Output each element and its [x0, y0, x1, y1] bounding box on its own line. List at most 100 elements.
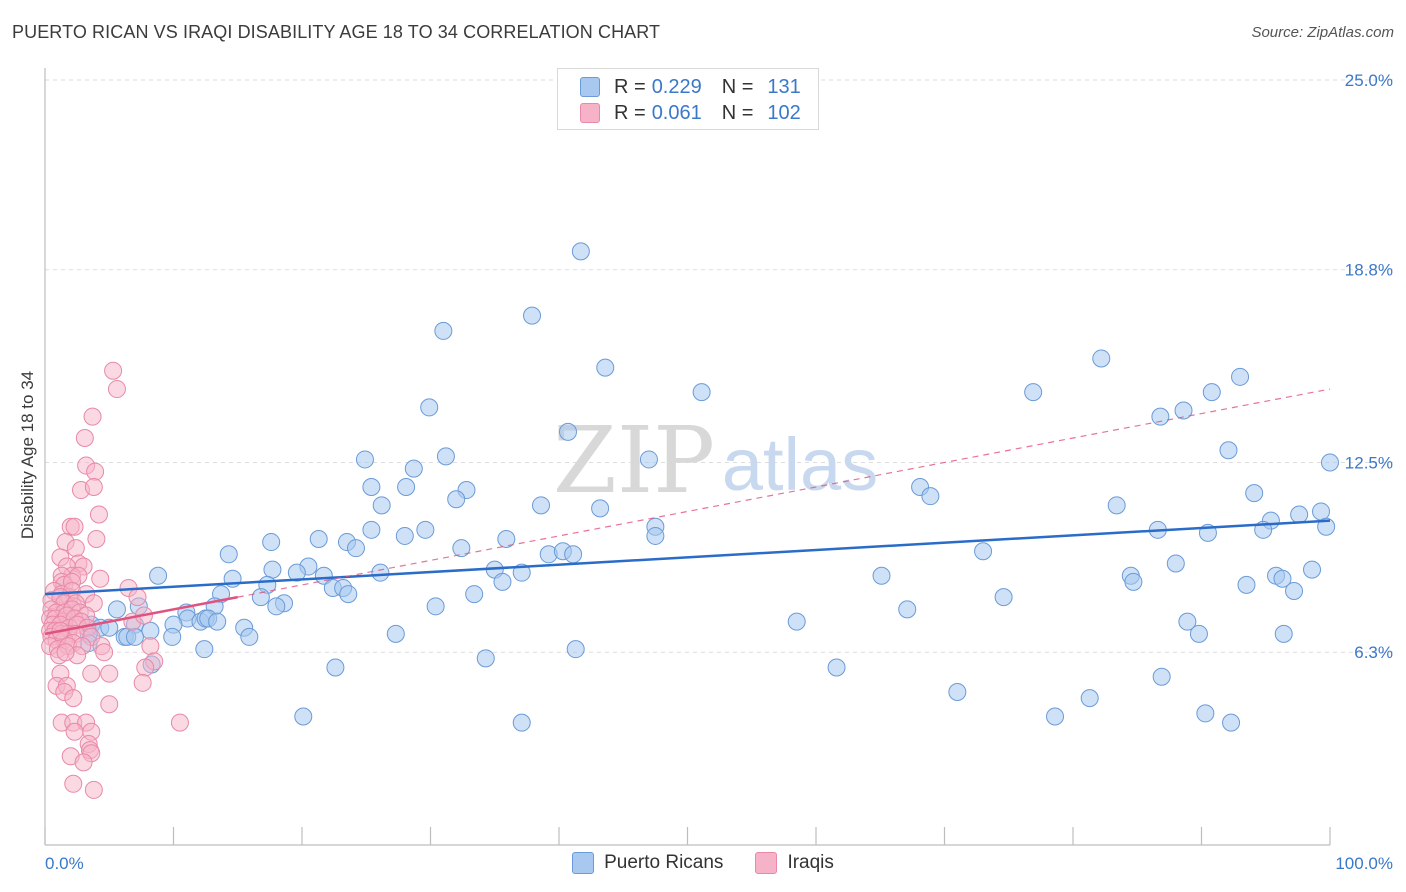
data-point-puerto-rican: [476, 649, 495, 668]
data-point-puerto-rican: [1092, 349, 1111, 368]
data-point-puerto-rican: [397, 477, 416, 496]
data-point-iraqi: [107, 380, 126, 399]
data-point-puerto-rican: [426, 597, 445, 616]
data-point-puerto-rican: [386, 624, 405, 643]
data-point-puerto-rican: [1080, 689, 1099, 708]
data-point-puerto-rican: [251, 588, 270, 607]
bottom-legend: Puerto Ricans Iraqis: [0, 852, 1406, 874]
data-point-puerto-rican: [497, 530, 516, 548]
data-point-puerto-rican: [566, 640, 585, 659]
data-point-puerto-rican: [1237, 575, 1256, 594]
data-point-puerto-rican: [787, 612, 806, 631]
series-iraqis: [41, 361, 189, 799]
tick-labels: 6.3% 12.5% 18.8% 25.0% 0.0% 100.0%: [45, 71, 1393, 873]
data-point-iraqi: [65, 517, 84, 536]
y-tick-label: 6.3%: [1354, 643, 1393, 662]
data-point-puerto-rican: [898, 600, 917, 619]
bottom-legend-swatch-blue: [572, 852, 595, 874]
data-point-puerto-rican: [1273, 569, 1292, 588]
data-point-puerto-rican: [465, 585, 484, 604]
y-tick-label: 18.8%: [1345, 261, 1393, 280]
data-point-iraqi: [66, 539, 85, 558]
data-point-puerto-rican: [1189, 624, 1208, 643]
legend-swatch-blue: [580, 77, 600, 97]
data-point-puerto-rican: [1285, 582, 1304, 601]
data-point-puerto-rican: [1290, 505, 1309, 524]
data-point-iraqi: [89, 505, 108, 524]
data-point-puerto-rican: [436, 447, 455, 466]
data-point-iraqi: [83, 407, 102, 426]
bottom-legend-iraqis[interactable]: Iraqis: [755, 852, 834, 874]
data-point-puerto-rican: [1321, 453, 1339, 472]
data-point-puerto-rican: [447, 490, 466, 509]
bottom-legend-swatch-pink: [755, 852, 778, 874]
data-point-puerto-rican: [141, 621, 160, 640]
data-point-puerto-rican: [493, 572, 512, 591]
data-point-iraqi: [87, 530, 106, 548]
data-point-puerto-rican: [1196, 704, 1215, 723]
trend-lines: [44, 388, 1331, 636]
data-point-puerto-rican: [1124, 572, 1143, 591]
legend: R = 0.229 N = 131 R = 0.061 N = 102: [557, 68, 819, 130]
data-point-puerto-rican: [107, 600, 126, 619]
gridlines: [45, 79, 1395, 653]
legend-r-value: 0.229: [651, 75, 702, 98]
data-point-puerto-rican: [263, 560, 282, 579]
data-point-puerto-rican: [346, 539, 365, 558]
data-point-iraqi: [91, 569, 110, 588]
data-point-puerto-rican: [639, 450, 658, 469]
data-point-puerto-rican: [1107, 496, 1126, 515]
data-point-puerto-rican: [974, 542, 993, 561]
legend-n-value: 131: [767, 75, 801, 98]
data-point-puerto-rican: [416, 520, 435, 539]
data-point-iraqi: [170, 713, 189, 732]
data-point-iraqi: [56, 643, 75, 662]
data-point-puerto-rican: [512, 563, 531, 582]
data-point-iraqi: [136, 658, 155, 677]
data-point-puerto-rican: [262, 533, 281, 552]
data-point-puerto-rican: [404, 459, 423, 478]
data-point-puerto-rican: [596, 358, 615, 377]
data-point-puerto-rican: [692, 383, 711, 402]
data-point-puerto-rican: [1231, 367, 1250, 386]
legend-n-label: N =: [721, 101, 754, 124]
data-point-puerto-rican: [267, 597, 286, 616]
legend-swatch-pink: [580, 103, 600, 123]
data-point-puerto-rican: [219, 545, 238, 564]
data-point-puerto-rican: [294, 707, 313, 726]
source-label: Source: ZipAtlas.com: [1251, 24, 1394, 41]
x-tick-label-min: 0.0%: [45, 854, 84, 873]
watermark-atlas: atlas: [722, 423, 878, 506]
data-point-iraqi: [74, 753, 93, 772]
data-point-puerto-rican: [434, 321, 453, 340]
data-point-puerto-rican: [827, 658, 846, 677]
data-point-puerto-rican: [1312, 502, 1331, 521]
data-point-puerto-rican: [948, 683, 967, 701]
data-point-puerto-rican: [532, 496, 551, 515]
data-point-puerto-rican: [287, 563, 306, 582]
data-point-puerto-rican: [921, 487, 940, 506]
data-point-puerto-rican: [591, 499, 610, 518]
data-point-puerto-rican: [339, 585, 358, 604]
bottom-legend-label: Iraqis: [787, 852, 834, 873]
data-point-puerto-rican: [1274, 624, 1293, 643]
data-point-puerto-rican: [372, 496, 391, 515]
data-point-puerto-rican: [125, 627, 144, 646]
data-point-puerto-rican: [163, 627, 182, 646]
data-point-iraqi: [128, 588, 147, 607]
data-point-puerto-rican: [309, 530, 328, 548]
watermark-zip: ZIP: [553, 407, 715, 514]
trend-line-puerto-ricans: [44, 519, 1331, 596]
data-point-puerto-rican: [208, 612, 227, 631]
data-point-iraqi: [104, 361, 123, 380]
data-point-iraqi: [141, 637, 160, 656]
legend-row-puerto-ricans: R = 0.229 N = 131: [580, 75, 801, 99]
bottom-legend-label: Puerto Ricans: [604, 852, 724, 873]
legend-r-label: R =: [614, 75, 646, 98]
data-point-iraqi: [65, 722, 84, 741]
data-point-puerto-rican: [326, 658, 345, 677]
bottom-legend-puerto-ricans[interactable]: Puerto Ricans: [572, 852, 723, 874]
data-point-puerto-rican: [571, 242, 590, 261]
legend-n-value: 102: [767, 101, 801, 124]
data-point-puerto-rican: [994, 588, 1013, 607]
